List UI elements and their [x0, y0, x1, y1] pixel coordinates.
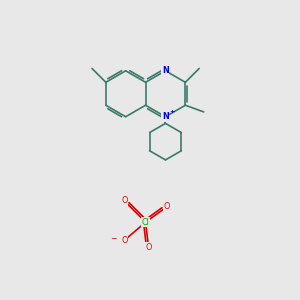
Text: O: O: [145, 243, 152, 252]
Text: +: +: [169, 109, 175, 114]
Text: O: O: [121, 196, 127, 206]
Text: O: O: [121, 236, 127, 245]
Text: N: N: [162, 66, 169, 75]
Text: −: −: [110, 234, 116, 243]
Text: Cl: Cl: [142, 218, 149, 226]
Text: N: N: [162, 112, 169, 121]
Text: O: O: [164, 202, 170, 211]
